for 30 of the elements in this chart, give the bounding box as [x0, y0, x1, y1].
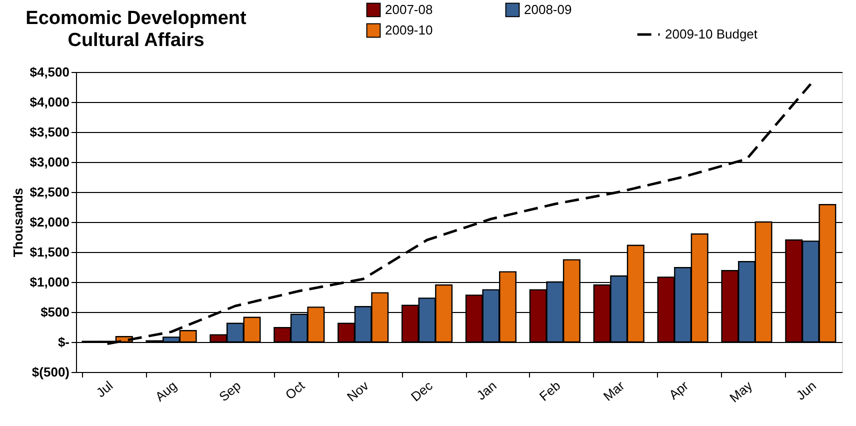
- y-axis-title: Thousands: [10, 188, 26, 258]
- x-tick-label: Apr: [666, 378, 692, 402]
- legend-label: 2009-10 Budget: [665, 26, 758, 42]
- y-tick-label: $500: [40, 304, 70, 320]
- x-tick-label: Dec: [408, 378, 436, 404]
- x-tick-label: Jan: [474, 378, 500, 403]
- y-tick-label: $-: [58, 334, 70, 350]
- legend-label: 2009-10: [385, 22, 433, 38]
- x-tick-label: Feb: [536, 378, 564, 404]
- y-tick-label: $1,500: [30, 244, 70, 260]
- x-tick-label: Nov: [344, 378, 372, 404]
- x-tick-label: Mar: [600, 378, 628, 404]
- x-tick-label: Jun: [793, 378, 820, 403]
- y-tick-label: $3,500: [30, 124, 70, 140]
- y-tick-label: $4,500: [30, 64, 70, 80]
- x-tick-label: May: [726, 378, 756, 406]
- y-tick-label: $2,000: [30, 214, 70, 230]
- legend-label: 2008-09: [524, 2, 572, 17]
- y-tick-label: $1,000: [30, 274, 70, 290]
- x-tick-label: Sep: [216, 378, 244, 404]
- y-tick-label: $4,000: [30, 94, 70, 110]
- x-tick-label: Aug: [152, 378, 180, 404]
- x-tick-label: Oct: [282, 378, 308, 402]
- text: Cultural Affairs: [68, 30, 204, 51]
- legend-label: 2007-08: [385, 2, 433, 17]
- text: Ecomomic Development: [26, 8, 246, 29]
- y-tick-label: $(500): [32, 364, 70, 380]
- y-tick-label: $2,500: [30, 184, 70, 200]
- y-tick-label: $3,000: [30, 154, 70, 170]
- x-tick-label: Jul: [93, 378, 116, 400]
